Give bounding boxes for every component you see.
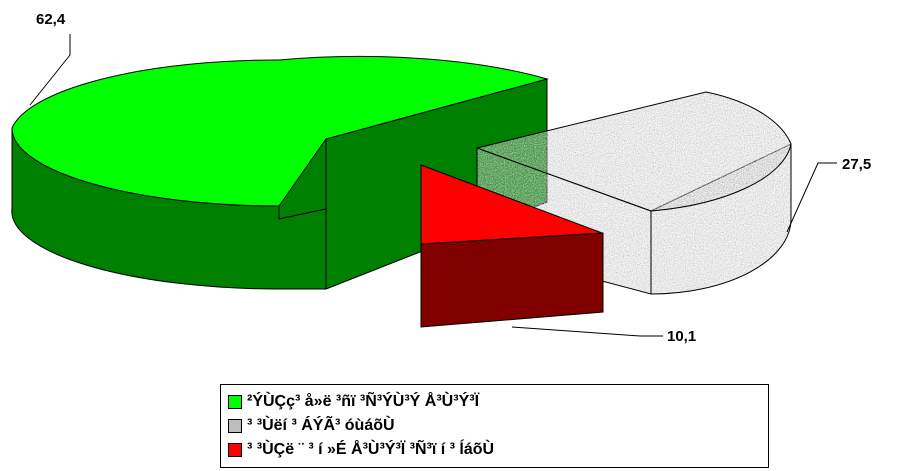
slice-red-side <box>420 232 604 328</box>
legend-swatch-red <box>228 443 242 457</box>
slice-green-top <box>11 55 549 207</box>
data-label-green: 62,4 <box>36 11 66 28</box>
legend-label-gray: ³ ³Ùëí ³ ÁÝÃ³ óùáõÙ <box>247 417 395 434</box>
legend-label-green: ²ÝÙÇç³ å»ë ³ñï ³Ñ³ÝÙ³Ý Å³Ù³Ý³Ï <box>247 393 480 410</box>
slice-red <box>420 164 604 328</box>
legend-item-gray: ³ ³Ùëí ³ ÁÝÃ³ óùáõÙ <box>228 414 768 438</box>
legend-swatch-green <box>228 395 242 409</box>
legend-label-red: ³ ³ÙÇë ¨ ³ í »É Å³Ù³Ý³Ï ³Ñ³ï í ³ ĺáõÙ <box>247 441 495 458</box>
leader-line-gray <box>786 162 837 233</box>
data-label-red: 10,1 <box>667 328 696 345</box>
data-label-gray: 27,5 <box>842 156 871 173</box>
legend-swatch-gray <box>228 419 242 433</box>
legend-item-red: ³ ³ÙÇë ¨ ³ í »É Å³Ù³Ý³Ï ³Ñ³ï í ³ ĺáõÙ <box>228 438 768 462</box>
slice-gray-top <box>475 91 792 212</box>
leader-line-red <box>511 326 663 337</box>
legend: ²ÝÙÇç³ å»ë ³ñï ³Ñ³ÝÙ³Ý Å³Ù³Ý³Ï ³ ³Ùëí ³ … <box>220 384 769 468</box>
legend-item-green: ²ÝÙÇç³ å»ë ³ñï ³Ñ³ÝÙ³Ý Å³Ù³Ý³Ï <box>228 390 768 414</box>
leader-line-green <box>29 34 71 106</box>
slice-red-top <box>420 164 603 245</box>
